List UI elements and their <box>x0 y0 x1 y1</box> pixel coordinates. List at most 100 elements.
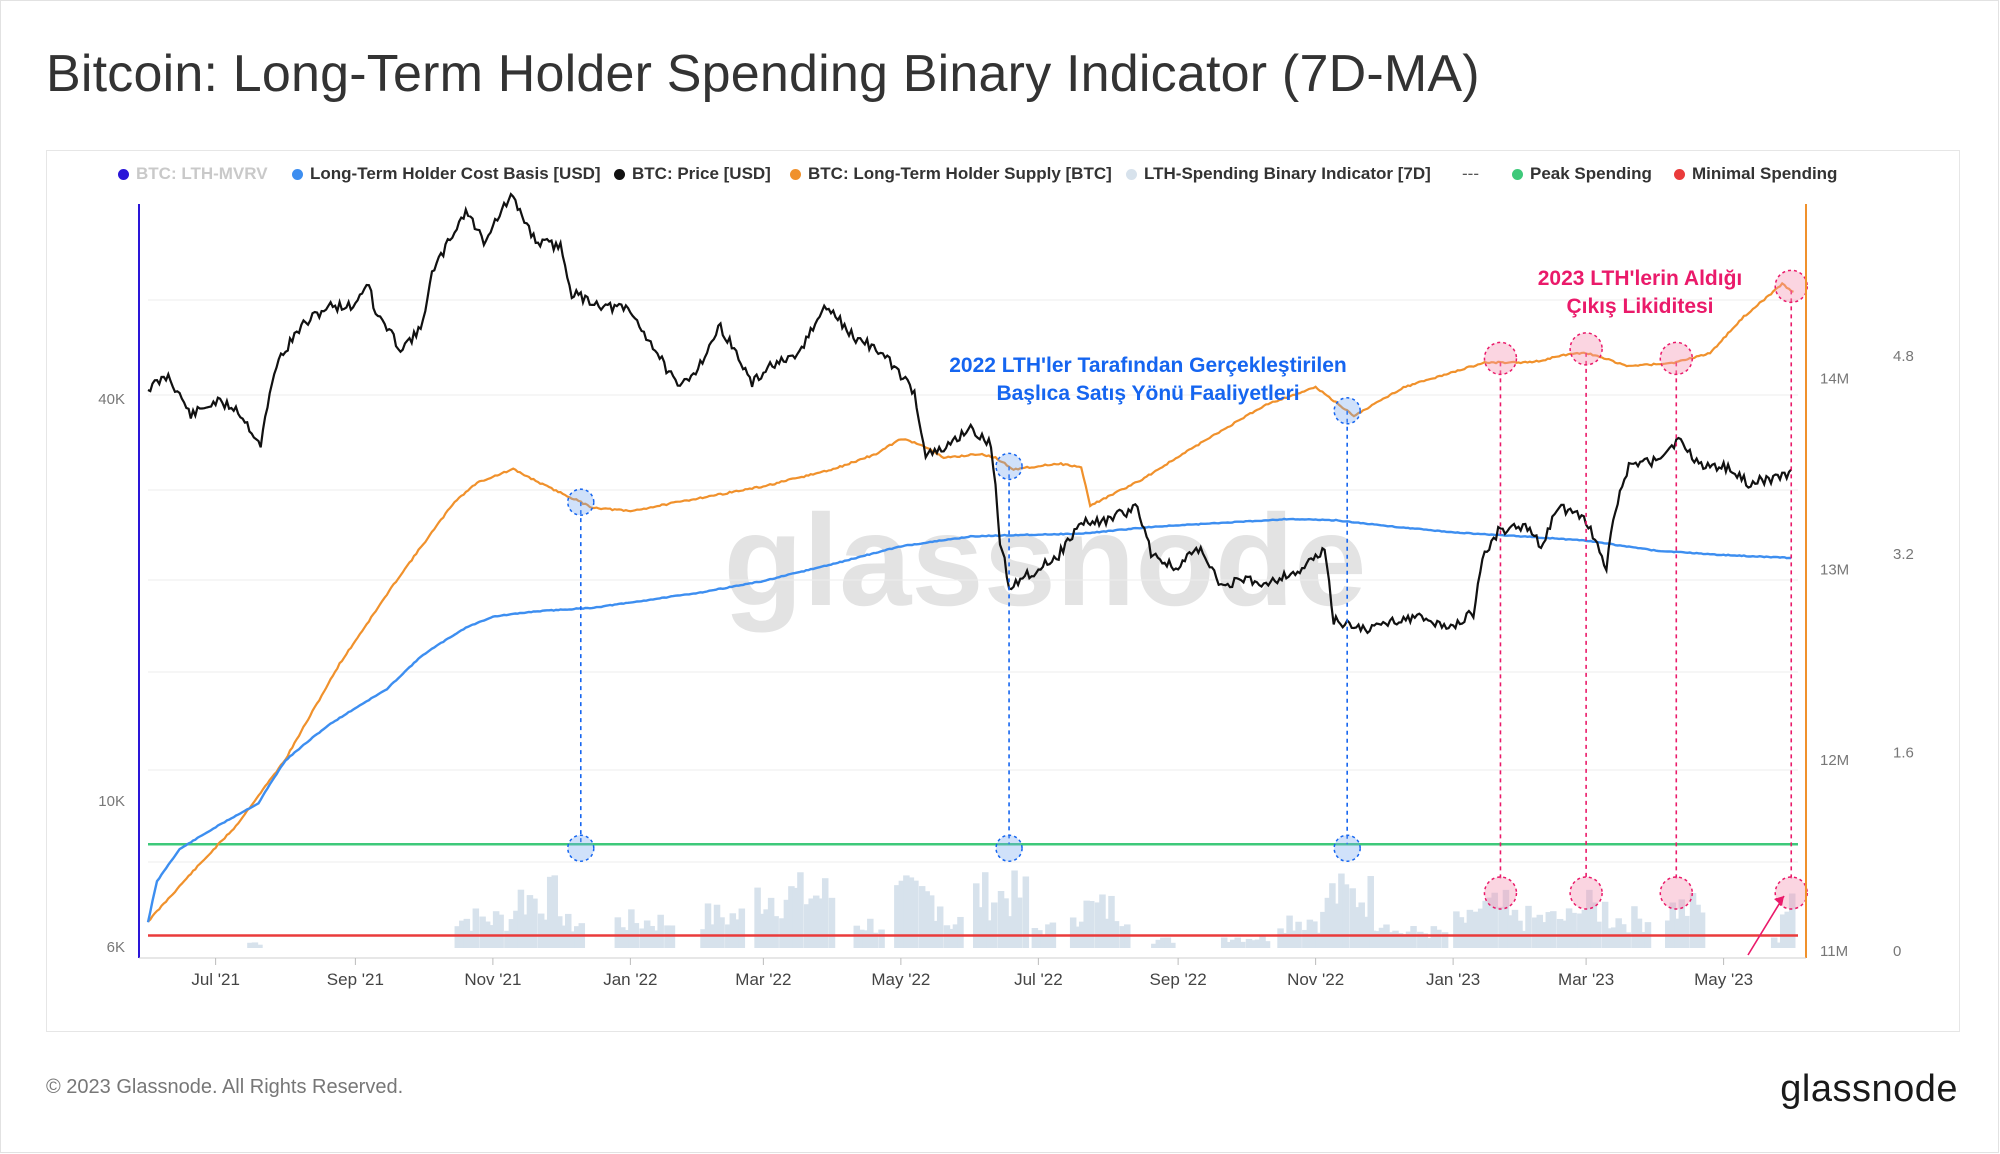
indicator-bar <box>1779 914 1787 948</box>
indicator-bar <box>1094 902 1102 948</box>
indicator-bar <box>479 916 486 948</box>
indicator-bar <box>1694 904 1701 948</box>
legend-item[interactable]: Minimal Spending <box>1674 164 1837 184</box>
indicator-bar <box>1324 897 1332 948</box>
indicator-bar <box>1615 918 1622 948</box>
legend-item[interactable]: Long-Term Holder Cost Basis [USD] <box>292 164 601 184</box>
indicator-bar <box>1788 893 1796 948</box>
indicator-bar <box>704 903 712 948</box>
indicator-bar <box>1031 928 1039 948</box>
threshold-lines <box>148 843 1798 937</box>
indicator-bar <box>1565 908 1573 948</box>
indicator-bar <box>1556 918 1564 948</box>
x-tick-label: Jan '22 <box>603 970 657 989</box>
indicator-bar <box>555 916 563 948</box>
indicator-bar <box>923 891 930 948</box>
indicator-bar <box>1022 876 1030 948</box>
indicator-bar <box>1315 932 1323 948</box>
indicator-bar <box>1387 932 1395 948</box>
indicator-bar <box>1473 911 1480 948</box>
indicator-bar <box>803 904 811 948</box>
indicator-bar <box>1441 932 1449 948</box>
indicator-bar <box>1532 917 1539 948</box>
y-right-supply-tick-label: 12M <box>1820 752 1849 769</box>
indicator-bar <box>1119 926 1127 948</box>
indicator-bar <box>1160 937 1167 948</box>
legend-item[interactable]: LTH-Spending Binary Indicator [7D] <box>1126 164 1431 184</box>
indicator-bar <box>808 898 815 948</box>
indicator-bar <box>1784 911 1791 948</box>
indicator-bar <box>1103 918 1111 948</box>
indicator-bar <box>619 927 626 948</box>
indicator-bar <box>957 916 964 948</box>
legend-label: BTC: Price [USD] <box>632 164 771 183</box>
indicator-bar <box>643 920 651 948</box>
indicator-bar <box>1342 884 1350 948</box>
y-right-mvrv-tick-label: 3.2 <box>1893 546 1914 563</box>
legend-item[interactable]: BTC: Price [USD] <box>614 164 771 184</box>
indicator-bar <box>817 898 824 948</box>
indicator-bar <box>862 930 870 948</box>
x-tick-label: Mar '22 <box>735 970 791 989</box>
x-tick-label: Sep '21 <box>327 970 384 989</box>
indicator-bar <box>551 875 558 948</box>
legend: BTC: LTH-MVRV Long-Term Holder Cost Basis… <box>0 164 2000 190</box>
binary-indicator-bars <box>247 870 1796 948</box>
indicator-bar <box>517 889 525 948</box>
indicator-bar <box>788 886 795 948</box>
indicator-bar <box>1410 926 1417 948</box>
legend-swatch <box>1674 168 1685 180</box>
indicator-bar <box>1507 915 1514 948</box>
indicator-bar <box>1286 915 1293 948</box>
indicator-bar <box>1665 920 1672 948</box>
pink-marker-bottom <box>1659 876 1694 910</box>
indicator-bar <box>1378 927 1386 948</box>
indicator-bar <box>1011 870 1018 948</box>
indicator-bar <box>871 932 879 948</box>
indicator-bar <box>1525 905 1532 948</box>
indicator-bar <box>1606 928 1613 948</box>
indicator-bar <box>1069 917 1077 948</box>
indicator-bar <box>1640 932 1647 948</box>
series-lines <box>146 192 1794 923</box>
indicator-bar <box>1396 933 1404 948</box>
indicator-bar <box>454 926 462 948</box>
indicator-bar <box>1338 873 1345 948</box>
indicator-bar <box>1590 902 1598 948</box>
blue-marker-bottom <box>567 834 595 863</box>
y-right-supply-tick-label: 13M <box>1820 561 1849 578</box>
indicator-bar <box>542 919 549 948</box>
gridlines <box>148 299 1798 863</box>
indicator-bar <box>1320 911 1327 948</box>
indicator-bar <box>1164 937 1172 948</box>
y-right-mvrv-tick-label: 0 <box>1893 943 1901 960</box>
indicator-bar <box>1087 900 1095 948</box>
legend-item[interactable]: --- <box>1462 164 1479 184</box>
indicator-bar <box>867 918 874 948</box>
legend-item[interactable]: BTC: Long-Term Holder Supply [BTC] <box>790 164 1112 184</box>
blue-marker-bottom <box>1333 834 1361 863</box>
indicator-bar <box>718 917 725 948</box>
indicator-bar <box>1349 888 1356 948</box>
legend-swatch <box>790 168 801 180</box>
indicator-bar <box>853 925 861 948</box>
indicator-bar <box>504 930 511 948</box>
indicator-bar <box>1482 900 1489 948</box>
legend-label: BTC: Long-Term Holder Supply [BTC] <box>808 164 1112 183</box>
indicator-bar <box>1669 902 1677 948</box>
legend-label: BTC: LTH-MVRV <box>136 164 268 183</box>
indicator-bar <box>1511 909 1519 948</box>
legend-item[interactable]: Peak Spending <box>1512 164 1652 184</box>
axes: Jul '21 Sep '21 Nov '21 Jan '22 Mar '22 May '… <box>98 204 1914 989</box>
page-title: Bitcoin: Long-Term Holder Spending Binar… <box>46 45 1480 103</box>
indicator-bar <box>1238 941 1246 948</box>
legend-label: LTH-Spending Binary Indicator [7D] <box>1144 164 1431 183</box>
x-tick-label: Sep '22 <box>1150 970 1207 989</box>
indicator-bar <box>1263 941 1271 948</box>
indicator-bar <box>472 908 480 948</box>
indicator-bar <box>1601 901 1609 948</box>
indicator-bar <box>1036 930 1043 948</box>
legend-swatch <box>614 168 625 180</box>
legend-item[interactable]: BTC: LTH-MVRV <box>118 164 268 184</box>
